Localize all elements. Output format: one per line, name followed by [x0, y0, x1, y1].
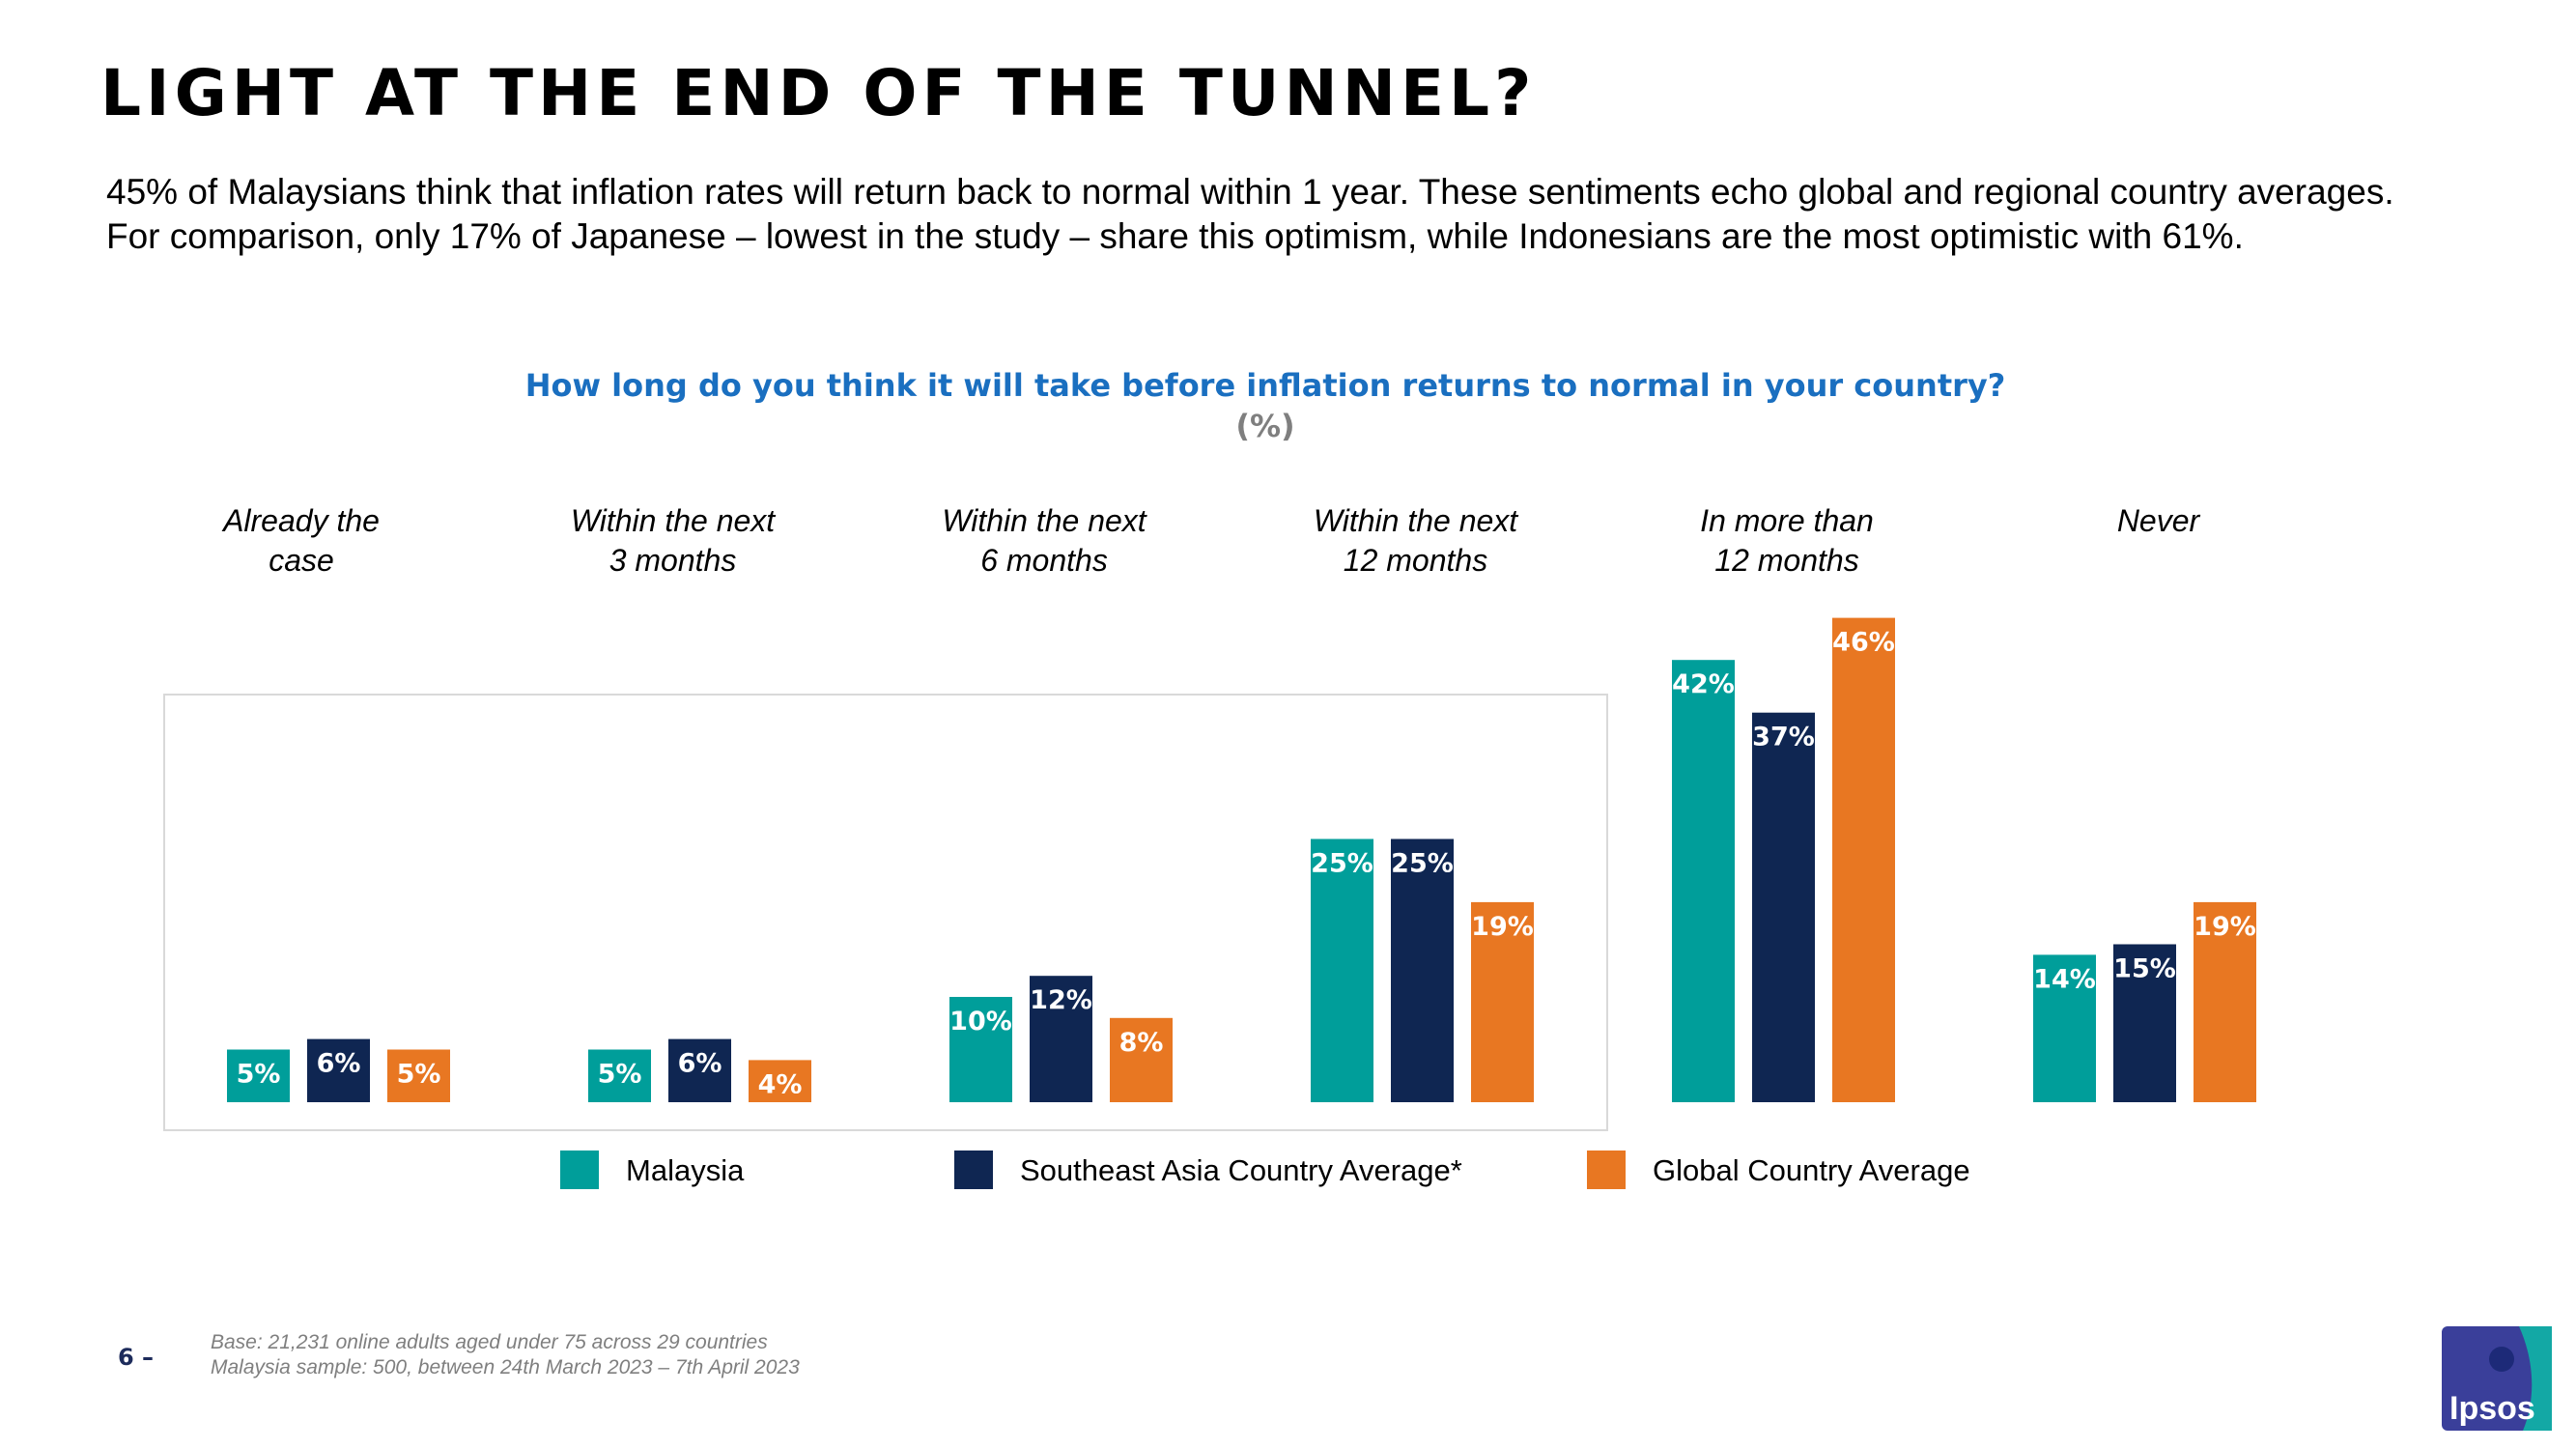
- bar-malaysia: [588, 1049, 651, 1102]
- bar-global: [2194, 901, 2256, 1102]
- data-label-sea: 6%: [678, 1049, 722, 1079]
- subtitle-line-1: 45% of Malaysians think that inflation r…: [106, 172, 2394, 212]
- bar-malaysia: [1311, 838, 1373, 1102]
- category-label: Within the next 6 months: [942, 503, 1146, 578]
- bar-global: [1471, 901, 1534, 1102]
- legend-swatch-sea: [954, 1151, 993, 1189]
- data-label-global: 46%: [1832, 628, 1895, 658]
- category-label: Within the next 12 months: [1314, 503, 1518, 578]
- legend-swatch-malaysia: [560, 1151, 599, 1189]
- data-label-sea: 15%: [2113, 954, 2176, 984]
- category-label: In more than 12 months: [1700, 503, 1874, 578]
- bar-global: [1832, 617, 1895, 1102]
- data-label-malaysia: 5%: [237, 1060, 281, 1090]
- data-label-global: 19%: [1471, 912, 1534, 942]
- bar-malaysia: [1672, 660, 1735, 1102]
- data-label-sea: 12%: [1030, 985, 1092, 1015]
- subtitle-line-2: For comparison, only 17% of Japanese – l…: [106, 216, 2244, 256]
- footnote-line-2: Malaysia sample: 500, between 24th March…: [211, 1356, 800, 1378]
- data-label-malaysia: 5%: [598, 1060, 642, 1090]
- bar-malaysia: [949, 997, 1012, 1102]
- data-label-malaysia: 10%: [949, 1007, 1012, 1037]
- logo-figure-head: [2489, 1347, 2514, 1372]
- category-label: Within the next 3 months: [571, 503, 776, 578]
- data-label-sea: 6%: [317, 1049, 361, 1079]
- data-label-malaysia: 42%: [1672, 669, 1735, 699]
- logo-accent: [2519, 1326, 2552, 1431]
- bar-sea: [1030, 976, 1092, 1102]
- legend-label-malaysia: Malaysia: [626, 1153, 745, 1187]
- page-title: LIGHT AT THE END OF THE TUNNEL?: [100, 56, 1537, 130]
- legend-label-global: Global Country Average: [1653, 1153, 1970, 1187]
- bar-global: [387, 1049, 450, 1102]
- bar-sea: [307, 1038, 370, 1102]
- ipsos-logo: Ipsos: [2442, 1326, 2552, 1431]
- subtitle: 45% of Malaysians think that inflation r…: [106, 170, 2540, 259]
- bar-sea: [1391, 838, 1454, 1102]
- legend-label-sea: Southeast Asia Country Average*: [1020, 1153, 1462, 1187]
- footnote: Base: 21,231 online adults aged under 75…: [211, 1330, 800, 1380]
- page-number: 6 –: [118, 1344, 155, 1371]
- chart-question: How long do you think it will take befor…: [524, 367, 2006, 404]
- bar-sea: [668, 1038, 731, 1102]
- category-label: Never: [2117, 503, 2201, 538]
- bar-global: [1110, 1017, 1173, 1102]
- bar-malaysia: [227, 1049, 290, 1102]
- data-label-malaysia: 14%: [2033, 964, 2096, 994]
- data-label-global: 5%: [397, 1060, 441, 1090]
- bar-global: [749, 1060, 811, 1102]
- logo-background: [2442, 1326, 2552, 1431]
- category-label: Already the case: [221, 503, 380, 578]
- footnote-line-1: Base: 21,231 online adults aged under 75…: [211, 1331, 768, 1353]
- data-label-sea: 25%: [1391, 849, 1454, 879]
- chart-unit: (%): [1235, 408, 1295, 444]
- logo-text: Ipsos: [2449, 1390, 2535, 1427]
- bar-sea: [2113, 944, 2176, 1102]
- legend-swatch-global: [1587, 1151, 1626, 1189]
- plot-frame: [163, 694, 1608, 1131]
- bar-sea: [1752, 712, 1815, 1102]
- data-label-sea: 37%: [1752, 723, 1815, 753]
- data-label-global: 4%: [758, 1069, 803, 1099]
- bar-malaysia: [2033, 954, 2096, 1102]
- data-label-global: 8%: [1119, 1028, 1164, 1058]
- data-label-global: 19%: [2194, 912, 2256, 942]
- data-label-malaysia: 25%: [1311, 849, 1373, 879]
